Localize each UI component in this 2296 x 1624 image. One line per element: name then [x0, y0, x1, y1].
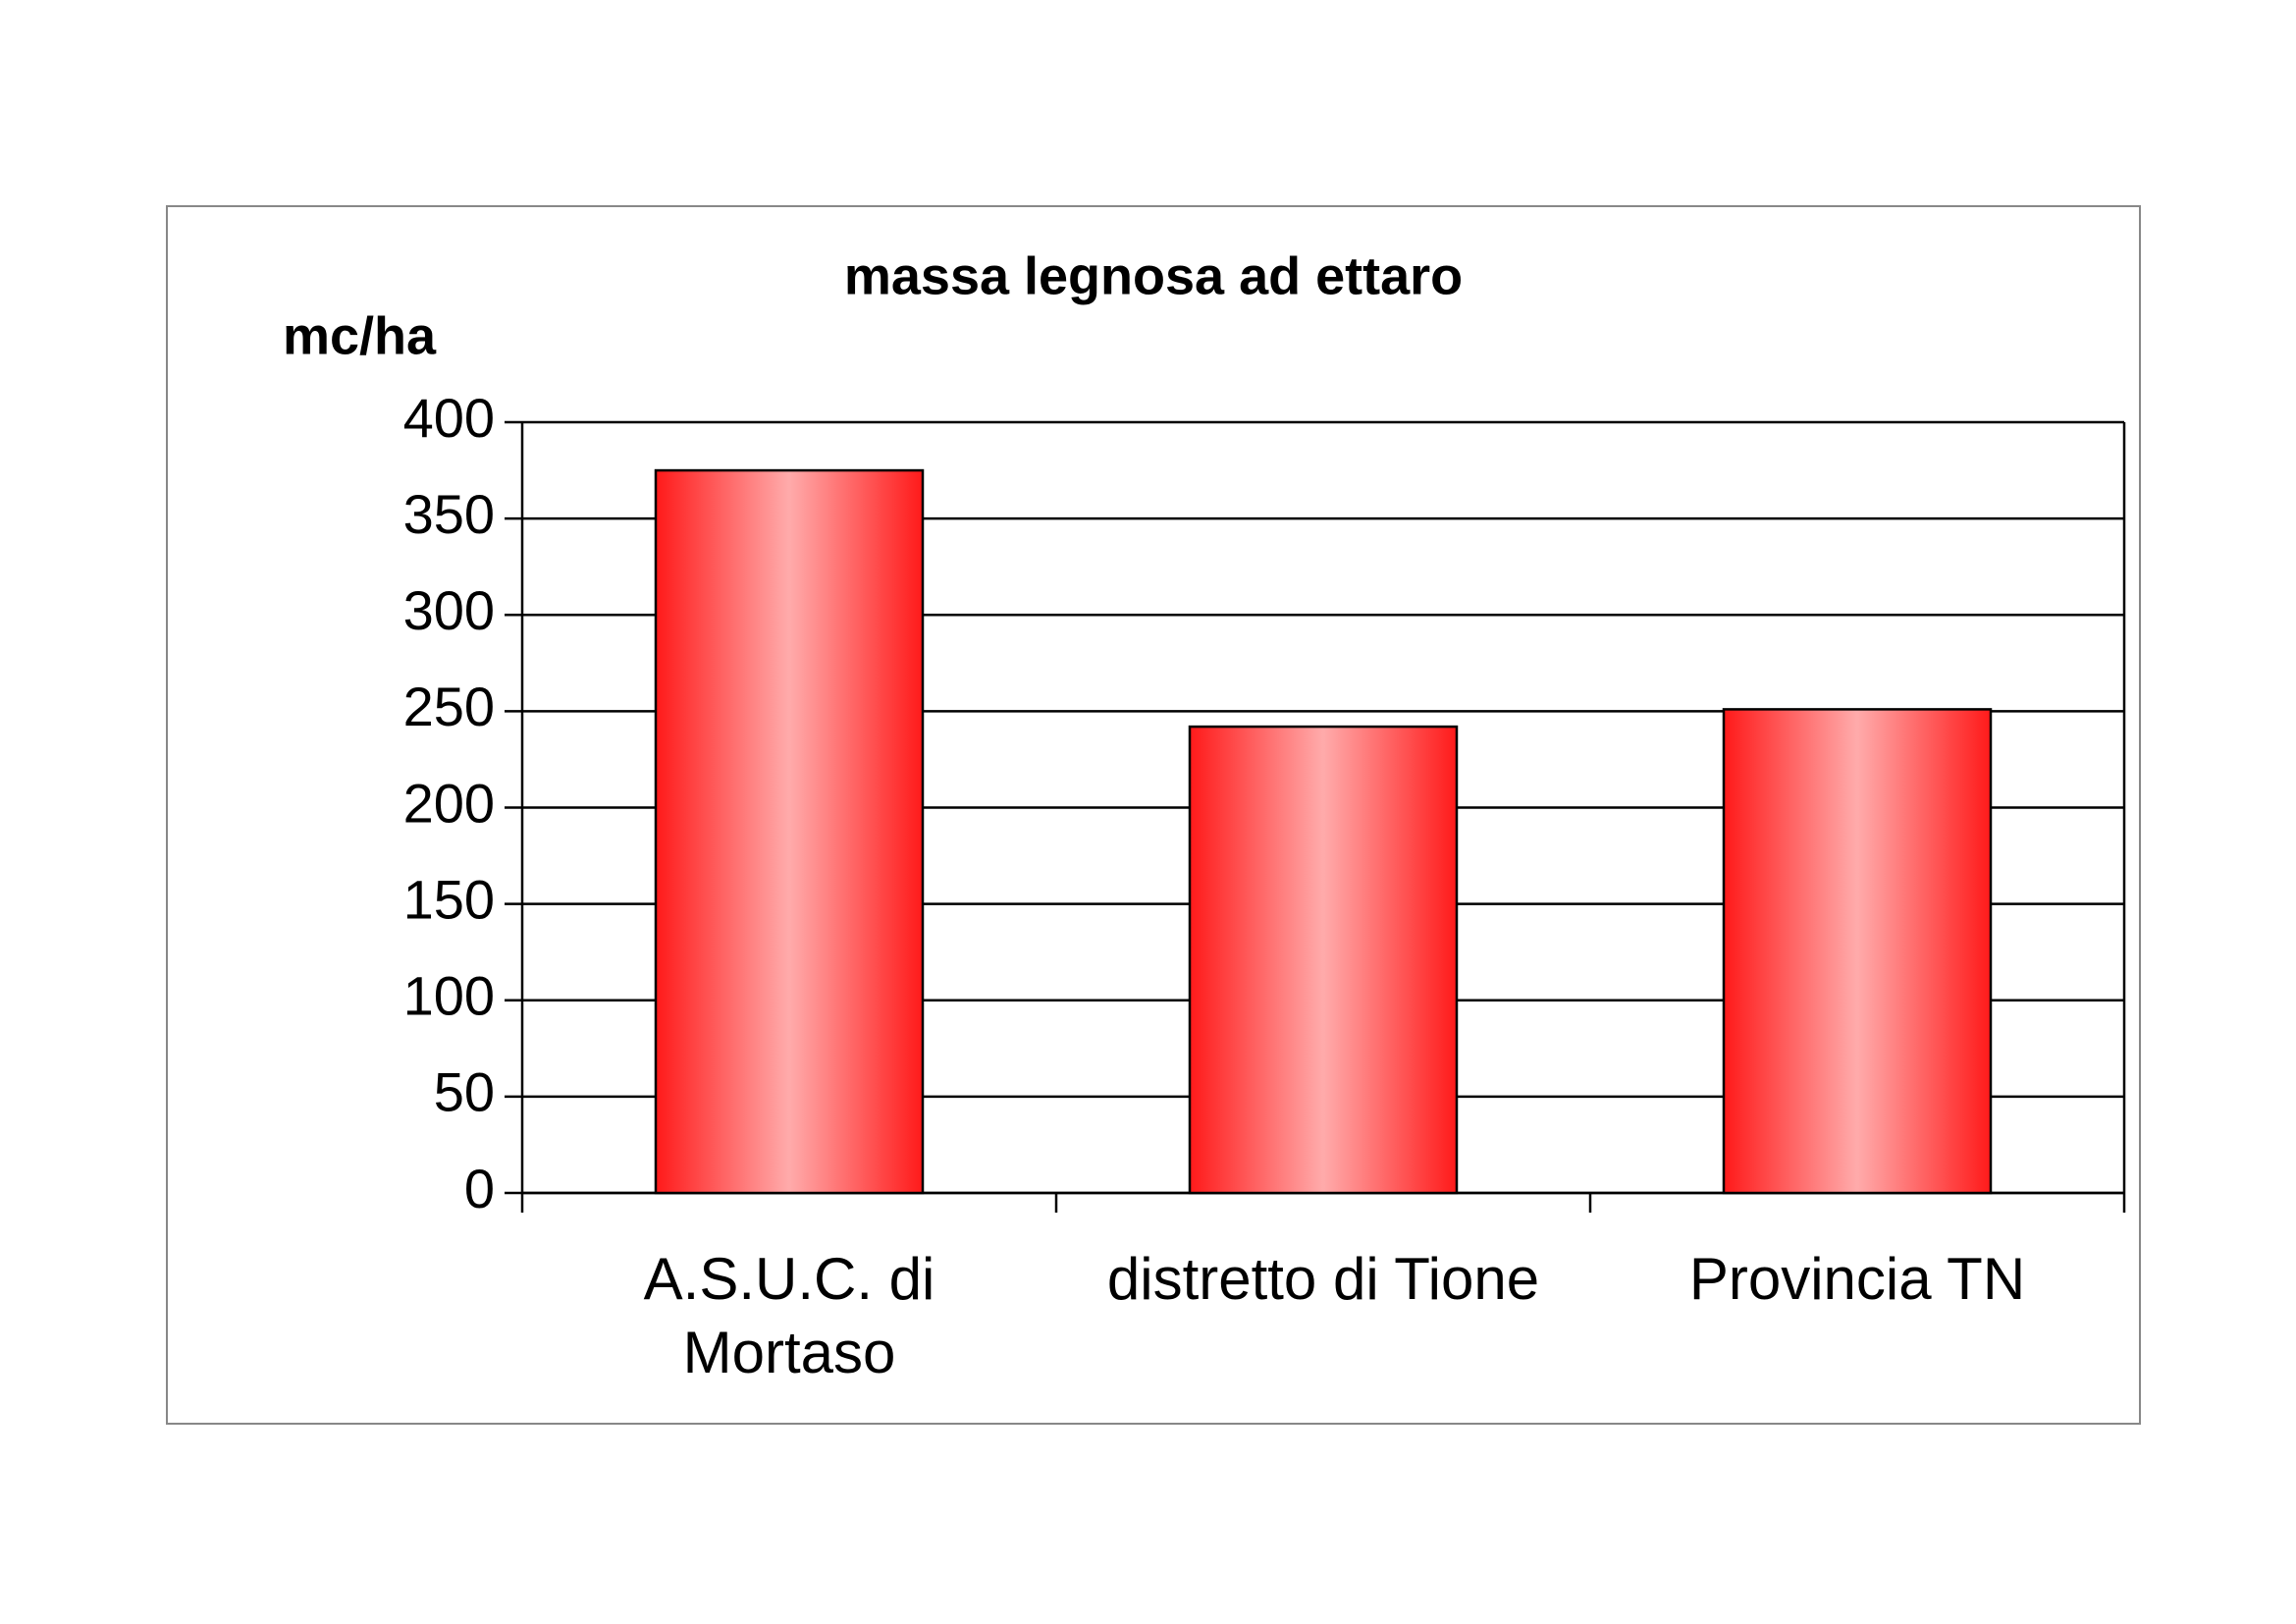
y-tick-label: 0	[464, 1158, 495, 1219]
bar	[1188, 725, 1459, 1195]
x-tick-label: distretto di Tione	[1107, 1246, 1539, 1312]
chart-title: massa legnosa ad ettaro	[844, 246, 1463, 305]
bar	[1722, 708, 1993, 1195]
y-tick-label: 150	[403, 868, 495, 930]
y-tick-label: 350	[403, 483, 495, 545]
y-tick-label: 200	[403, 772, 495, 834]
y-tick-label: 300	[403, 579, 495, 641]
y-axis-label: mc/ha	[283, 306, 437, 365]
y-tick-label: 250	[403, 676, 495, 737]
bar	[654, 468, 925, 1195]
x-tick-label: A.S.U.C. di Mortaso	[644, 1246, 935, 1385]
y-tick-label: 50	[434, 1061, 495, 1123]
y-tick-label: 400	[403, 387, 495, 449]
y-tick-label: 100	[403, 965, 495, 1027]
x-tick-label: Provincia TN	[1689, 1246, 2025, 1312]
